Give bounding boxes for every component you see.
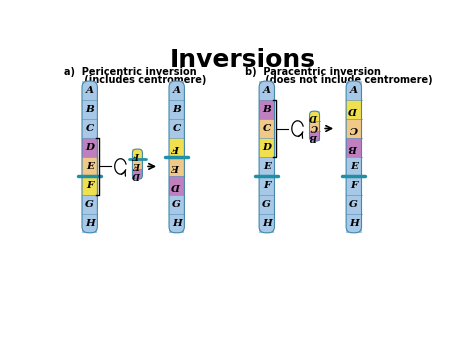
Text: F: F [86,181,93,190]
Text: B: B [85,105,94,114]
Bar [346,195,362,214]
Text: D: D [349,105,358,114]
Bar [82,100,97,119]
Text: b)  Paracentric inversion: b) Paracentric inversion [245,67,381,77]
Text: A: A [263,86,271,95]
Text: E: E [173,162,181,171]
Bar [310,131,319,141]
Text: F: F [134,149,141,159]
Text: F: F [173,143,181,152]
Text: B: B [311,132,319,141]
Bar [259,157,274,176]
Bar [346,100,362,119]
Bar [82,195,97,214]
Bar [132,159,143,169]
Text: (does not include centromere): (does not include centromere) [245,75,433,85]
Text: D: D [172,181,181,190]
Bar [169,81,184,100]
Bar [132,169,143,179]
Bar [169,119,184,138]
Text: H: H [349,219,359,228]
Text: F: F [263,181,271,190]
Text: D: D [262,143,271,152]
Text: C: C [86,124,94,133]
Bar [346,157,362,176]
Bar [310,111,319,121]
Bar [259,214,274,233]
Text: G: G [172,200,181,209]
Bar [346,119,362,138]
Bar [346,81,362,100]
Text: F: F [350,181,357,190]
Bar [169,157,184,176]
Text: D: D [134,170,141,179]
Bar [259,119,274,138]
Text: C: C [173,124,181,133]
Bar [82,119,97,138]
Text: B: B [263,105,271,114]
Text: a)  Pericentric inversion: a) Pericentric inversion [64,67,197,77]
Text: Inversions: Inversions [170,48,316,72]
Text: E: E [350,162,358,171]
Bar [310,121,319,131]
Bar [132,149,143,159]
Text: E: E [263,162,271,171]
Text: B: B [173,105,181,114]
Text: G: G [85,200,94,209]
Bar [346,214,362,233]
Text: H: H [262,219,272,228]
Text: A: A [350,86,358,95]
Text: (includes centromere): (includes centromere) [64,75,207,85]
Bar [82,81,97,100]
Bar [82,138,97,157]
Bar [82,176,97,195]
Text: A: A [86,86,94,95]
Bar [259,138,274,157]
Bar [346,176,362,195]
Text: E: E [86,162,94,171]
Text: E: E [134,160,141,169]
Bar [82,214,97,233]
Text: A: A [173,86,181,95]
Text: H: H [85,219,95,228]
Text: G: G [349,200,358,209]
Bar [259,81,274,100]
Bar [259,100,274,119]
Bar [169,214,184,233]
Text: G: G [262,200,271,209]
Bar [169,138,184,157]
Bar [169,176,184,195]
Text: D: D [310,112,319,121]
Text: D: D [85,143,94,152]
Bar [259,195,274,214]
Text: B: B [349,143,358,152]
Bar [82,157,97,176]
Text: C: C [311,122,318,131]
Bar [346,138,362,157]
Text: C: C [263,124,271,133]
Text: H: H [172,219,182,228]
Text: C: C [350,124,358,133]
Bar [259,176,274,195]
Bar [169,195,184,214]
Bar [169,100,184,119]
